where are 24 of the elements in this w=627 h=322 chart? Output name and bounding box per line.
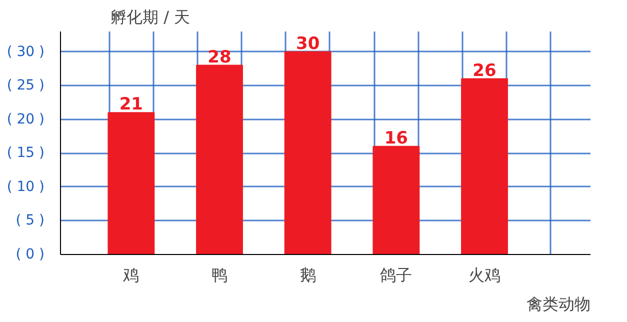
y-tick-label: ( 10 ) [6,178,44,195]
x-tick-label: 鸭 [212,266,228,284]
x-tick-label: 鸽子 [380,266,412,284]
data-label: 30 [296,34,320,54]
data-label: 21 [119,94,144,115]
y-tick-label: ( 5 ) [16,212,45,229]
x-tick-label: 火鸡 [468,266,500,284]
bar [196,64,243,254]
bar [372,146,420,254]
y-tick-label: ( 15 ) [6,145,44,162]
y-tick-label: ( 25 ) [6,78,44,94]
x-tick-label: 鹅 [300,266,316,284]
data-label: 28 [208,47,232,68]
data-label: 16 [384,128,408,148]
bar [284,51,332,254]
bar [461,78,508,254]
y-axis-title: 孵化期 / 天 [110,8,190,26]
x-tick-label: 鸡 [122,266,140,284]
x-axis-title: 禽类动物 [526,294,590,314]
bar [108,112,155,254]
data-label: 26 [472,60,496,81]
y-tick-label: ( 20 ) [6,111,44,128]
y-tick-label: ( 0 ) [16,246,45,262]
y-tick-label: ( 30 ) [6,44,44,60]
